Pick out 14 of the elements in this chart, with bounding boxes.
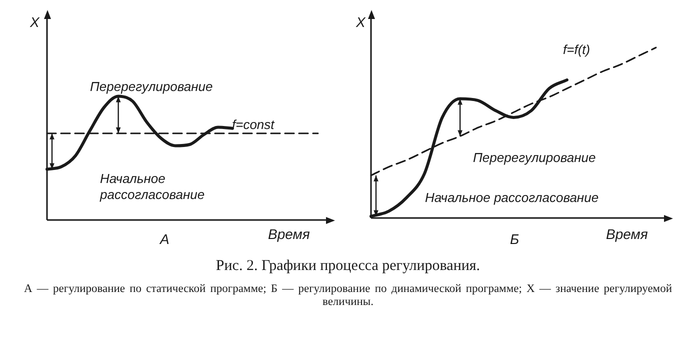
text: А — регулирование по статической программе; Б — регулирование по динамической программе; X — значение регулируемой величины.	[24, 283, 672, 309]
annotation: Начальное рассогласование	[425, 190, 599, 206]
x-axis-title: Время	[606, 226, 648, 242]
text: Перерегулирование	[90, 79, 213, 95]
text: Б	[510, 231, 520, 247]
x-axis-title: Время	[268, 226, 310, 242]
text: А	[160, 231, 170, 247]
text: Рис. 2. Графики процесса регулирования.	[214, 258, 482, 275]
annotation: f=const	[232, 117, 274, 133]
annotation: f=f(t)	[563, 42, 590, 58]
annotation: Перерегулирование	[473, 150, 596, 166]
annotation: Начальное рассогласование	[100, 171, 206, 203]
y-axis-title: X	[356, 14, 366, 30]
y-axis-title: X	[30, 14, 40, 30]
